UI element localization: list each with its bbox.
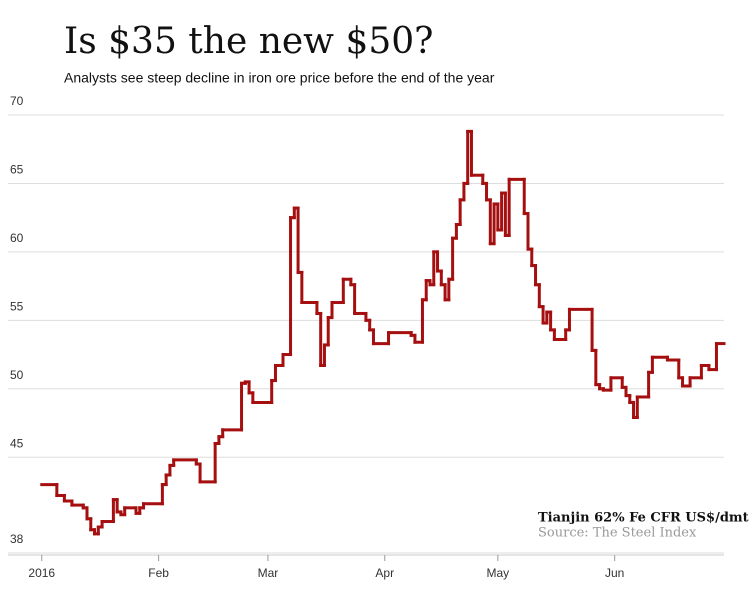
- x-tick-label: Apr: [375, 566, 394, 580]
- x-tick-label: 2016: [28, 566, 55, 580]
- y-tick-label: 60: [10, 231, 24, 245]
- x-tick-label: May: [487, 566, 510, 580]
- chart-subtitle: Analysts see steep decline in iron ore p…: [64, 70, 495, 86]
- x-tick-label: Feb: [148, 566, 169, 580]
- x-tick-label: Mar: [258, 566, 279, 580]
- y-tick-label: 65: [10, 163, 24, 177]
- series-label: Tianjin 62% Fe CFR US$/dmt: [538, 511, 749, 526]
- chart-title: Is $35 the new $50?: [64, 21, 433, 62]
- y-tick-label: 70: [10, 94, 24, 108]
- y-tick-label: 50: [10, 368, 24, 382]
- x-tick-label: Jun: [605, 566, 624, 580]
- y-tick-label: 38: [10, 532, 24, 546]
- y-tick-label: 55: [10, 299, 24, 313]
- source-note: Source: The Steel Index: [538, 526, 697, 541]
- y-tick-label: 45: [10, 436, 24, 450]
